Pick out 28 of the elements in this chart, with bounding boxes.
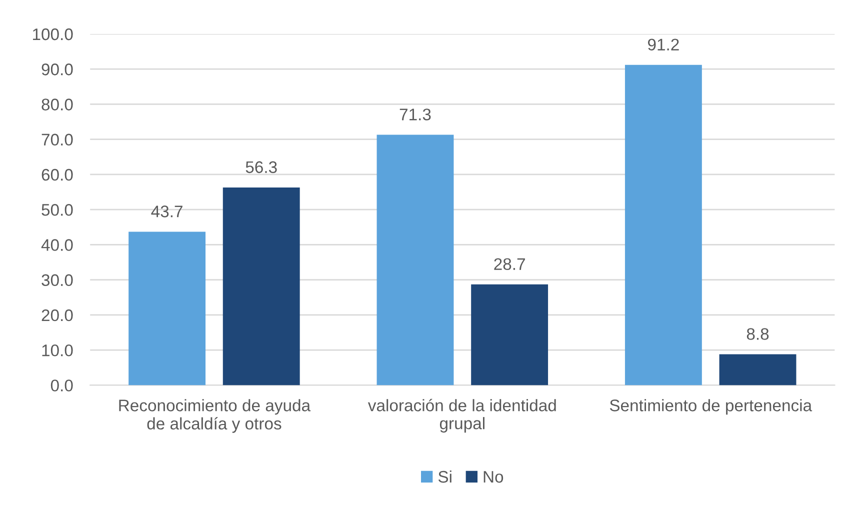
bar: [376, 134, 454, 386]
bar: [471, 284, 548, 386]
data-label: 56.3: [246, 161, 277, 174]
y-tick-label: 70.0: [42, 134, 73, 146]
data-label: 91.2: [648, 38, 679, 50]
bar: [719, 354, 796, 386]
y-tick-label: 20.0: [42, 309, 73, 322]
data-label: 71.3: [400, 108, 431, 120]
y-tick-label: 60.0: [42, 168, 73, 181]
legend-label: No: [484, 471, 504, 483]
bar: [624, 64, 702, 386]
y-tick-label: 30.0: [42, 274, 73, 286]
y-tick-label: 90.0: [42, 64, 73, 76]
bar: [222, 187, 300, 386]
y-tick-label: 10.0: [42, 344, 73, 356]
data-label: 28.7: [494, 258, 525, 270]
x-tick-label: Reconocimiento de ayuda de alcaldía y otros: [119, 399, 311, 433]
bar: [128, 232, 206, 386]
x-tick-label: Sentimiento de pertenencia: [610, 399, 812, 415]
y-tick-label: 100.0: [33, 28, 73, 40]
y-tick-label: 40.0: [41, 239, 73, 251]
data-label: 43.7: [151, 206, 182, 218]
x-tick-label: valoración de la identidad grupal: [368, 398, 556, 433]
y-tick-label: 50.0: [42, 204, 73, 216]
data-label: 8.8: [746, 328, 769, 340]
legend-label: Si: [438, 470, 452, 483]
y-tick-label: 0.0: [50, 380, 73, 392]
y-tick-label: 80.0: [42, 98, 73, 110]
